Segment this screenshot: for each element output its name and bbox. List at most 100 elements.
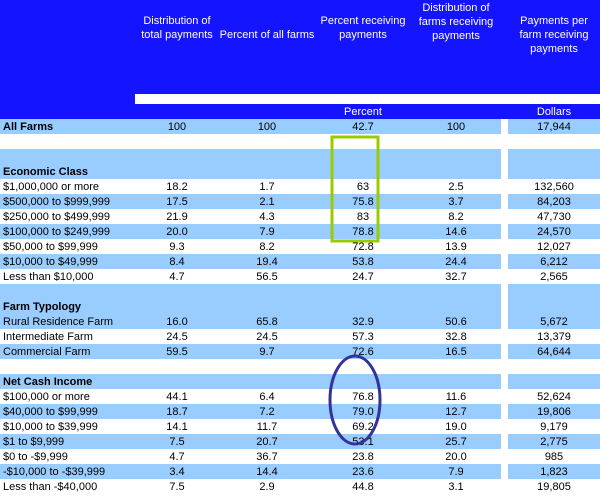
all-farms-label: All Farms bbox=[0, 119, 135, 134]
cell: 8.2 bbox=[219, 239, 315, 254]
header-percent-receiving: Percent receiving payments bbox=[315, 0, 411, 94]
cell: 100 bbox=[411, 119, 501, 134]
gap-row bbox=[0, 284, 600, 299]
farm-typology-row: Rural Residence Farm 16.0 65.8 32.9 50.6 5,67… bbox=[0, 314, 600, 329]
cell: 11.7 bbox=[219, 419, 315, 434]
net-cash-income-title: Net Cash Income bbox=[0, 374, 135, 389]
cell: 56.5 bbox=[219, 269, 315, 284]
farm-typology-title: Farm Typology bbox=[0, 299, 135, 314]
cell: 3.7 bbox=[411, 194, 501, 209]
net-cash-income-row: $1 to $9,999 7.5 20.7 53.1 25.7 2,775 bbox=[0, 434, 600, 449]
cell: 7.5 bbox=[135, 479, 219, 494]
cell: 47,730 bbox=[508, 209, 600, 224]
cell: 44.8 bbox=[315, 479, 411, 494]
cell: 16.0 bbox=[135, 314, 219, 329]
cell: 14.1 bbox=[135, 419, 219, 434]
cell: 24,570 bbox=[508, 224, 600, 239]
cell: 13.9 bbox=[411, 239, 501, 254]
cell: 7.9 bbox=[219, 224, 315, 239]
row-label: $1,000,000 or more bbox=[0, 179, 135, 194]
row-label: $50,000 to $99,999 bbox=[0, 239, 135, 254]
cell: 25.7 bbox=[411, 434, 501, 449]
cell: 9.7 bbox=[219, 344, 315, 359]
farm-typology-title-row: Farm Typology bbox=[0, 299, 600, 314]
cell: 63 bbox=[315, 179, 411, 194]
cell: 9,179 bbox=[508, 419, 600, 434]
header-percent-all-farms: Percent of all farms bbox=[219, 0, 315, 94]
cell: 17,944 bbox=[508, 119, 600, 134]
cell: 6.4 bbox=[219, 389, 315, 404]
header-blank bbox=[0, 0, 135, 94]
net-cash-income-row: $10,000 to $39,999 14.1 11.7 69.2 19.0 9,179 bbox=[0, 419, 600, 434]
units-dollars: Dollars bbox=[508, 104, 600, 119]
cell: 44.1 bbox=[135, 389, 219, 404]
farm-typology-row: Intermediate Farm 24.5 24.5 57.3 32.8 13,379 bbox=[0, 329, 600, 344]
net-cash-income-row: $0 to -$9,999 4.7 36.7 23.8 20.0 985 bbox=[0, 449, 600, 464]
cell: 24.4 bbox=[411, 254, 501, 269]
row-label: Less than $10,000 bbox=[0, 269, 135, 284]
row-label: $250,000 to $499,999 bbox=[0, 209, 135, 224]
cell: 19,806 bbox=[508, 404, 600, 419]
cell: 24.7 bbox=[315, 269, 411, 284]
economic-class-row: $10,000 to $49,999 8.4 19.4 53.8 24.4 6,212 bbox=[0, 254, 600, 269]
all-farms-row: All Farms 100 100 42.7 100 17,944 bbox=[0, 119, 600, 134]
cell: 2,775 bbox=[508, 434, 600, 449]
cell: 32.9 bbox=[315, 314, 411, 329]
cell: 20.0 bbox=[411, 449, 501, 464]
net-cash-income-title-row: Net Cash Income bbox=[0, 374, 600, 389]
header-distribution-receiving: Distribution of farms receiving payments bbox=[411, 0, 501, 94]
cell: 72.6 bbox=[315, 344, 411, 359]
row-label: Intermediate Farm bbox=[0, 329, 135, 344]
cell: 24.5 bbox=[135, 329, 219, 344]
cell: 14.4 bbox=[219, 464, 315, 479]
farm-typology-row: Commercial Farm 59.5 9.7 72.6 16.5 64,644 bbox=[0, 344, 600, 359]
cell: 19.0 bbox=[411, 419, 501, 434]
row-label: Less than -$40,000 bbox=[0, 479, 135, 494]
cell: 36.7 bbox=[219, 449, 315, 464]
cell: 132,560 bbox=[508, 179, 600, 194]
cell: 9.3 bbox=[135, 239, 219, 254]
cell: 19,805 bbox=[508, 479, 600, 494]
cell: 69.2 bbox=[315, 419, 411, 434]
cell: 6,212 bbox=[508, 254, 600, 269]
economic-class-row: $50,000 to $99,999 9.3 8.2 72.8 13.9 12,027 bbox=[0, 239, 600, 254]
gap-row bbox=[0, 134, 600, 149]
row-label: $10,000 to $39,999 bbox=[0, 419, 135, 434]
cell: 52,624 bbox=[508, 389, 600, 404]
cell: 24.5 bbox=[219, 329, 315, 344]
cell: 23.8 bbox=[315, 449, 411, 464]
cell: 78.8 bbox=[315, 224, 411, 239]
cell: 4.7 bbox=[135, 269, 219, 284]
row-label: -$10,000 to -$39,999 bbox=[0, 464, 135, 479]
cell: 72.8 bbox=[315, 239, 411, 254]
economic-class-title-row: Economic Class bbox=[0, 164, 600, 179]
cell: 2,565 bbox=[508, 269, 600, 284]
cell: 2.9 bbox=[219, 479, 315, 494]
cell: 7.2 bbox=[219, 404, 315, 419]
cell: 75.8 bbox=[315, 194, 411, 209]
cell: 32.7 bbox=[411, 269, 501, 284]
header-payments-per-farm: Payments per farm receiving payments bbox=[508, 0, 600, 94]
row-label: $40,000 to $99,999 bbox=[0, 404, 135, 419]
economic-class-row: Less than $10,000 4.7 56.5 24.7 32.7 2,565 bbox=[0, 269, 600, 284]
cell: 84,203 bbox=[508, 194, 600, 209]
cell: 76.8 bbox=[315, 389, 411, 404]
cell: 79.0 bbox=[315, 404, 411, 419]
cell: 83 bbox=[315, 209, 411, 224]
cell: 2.1 bbox=[219, 194, 315, 209]
header-gap bbox=[501, 0, 508, 94]
cell: 12,027 bbox=[508, 239, 600, 254]
cell: 3.4 bbox=[135, 464, 219, 479]
cell: 20.7 bbox=[219, 434, 315, 449]
cell: 13,379 bbox=[508, 329, 600, 344]
cell: 17.5 bbox=[135, 194, 219, 209]
cell: 59.5 bbox=[135, 344, 219, 359]
cell: 32.8 bbox=[411, 329, 501, 344]
cell: 11.6 bbox=[411, 389, 501, 404]
header-row: Distribution of total payments Percent o… bbox=[0, 0, 600, 94]
economic-class-title: Economic Class bbox=[0, 164, 135, 179]
cell: 12.7 bbox=[411, 404, 501, 419]
row-label: $0 to -$9,999 bbox=[0, 449, 135, 464]
economic-class-row: $100,000 to $249,999 20.0 7.9 78.8 14.6 24,57… bbox=[0, 224, 600, 239]
